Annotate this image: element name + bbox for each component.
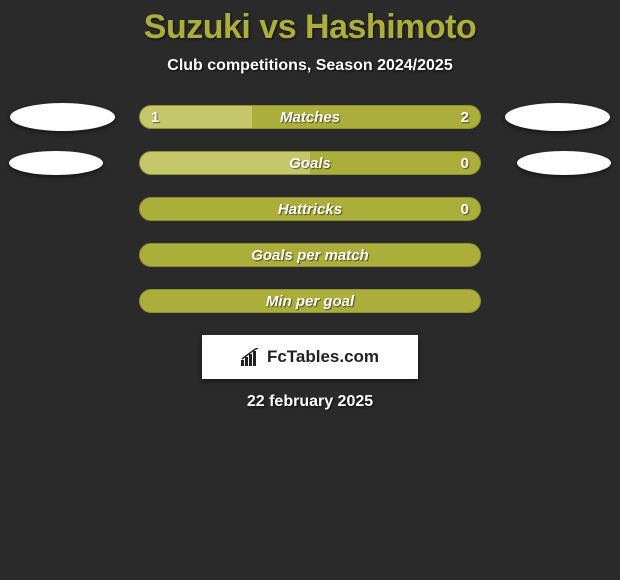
stat-rows: Matches12Goals0Hattricks0Goals per match… <box>0 105 620 313</box>
logo-box: FcTables.com <box>202 335 418 379</box>
bars-icon <box>241 348 263 366</box>
stat-label: Min per goal <box>139 289 481 313</box>
stat-bar: Hattricks0 <box>139 197 481 221</box>
stat-bar: Goals0 <box>139 151 481 175</box>
subtitle: Club competitions, Season 2024/2025 <box>0 57 620 75</box>
stat-label: Goals <box>139 151 481 175</box>
stat-row: Goals per match <box>0 243 620 267</box>
stat-row: Min per goal <box>0 289 620 313</box>
stat-label: Hattricks <box>139 197 481 221</box>
logo-text: FcTables.com <box>267 347 379 367</box>
player-badge-left <box>9 151 103 175</box>
stat-row: Goals0 <box>0 151 620 175</box>
stat-row: Matches1 2 <box>0 105 620 129</box>
player-badge-left <box>10 103 115 131</box>
stat-row: Hattricks0 <box>0 197 620 221</box>
stat-bar: Matches1 2 <box>139 105 481 129</box>
page-title: Suzuki vs Hashimoto <box>0 8 620 47</box>
comparison-infographic: Suzuki vs Hashimoto Club competitions, S… <box>0 0 620 411</box>
stat-label: Goals per match <box>139 243 481 267</box>
stat-value-right: 2 <box>461 105 469 129</box>
player-badge-right <box>517 151 611 175</box>
stat-label: Matches <box>139 105 481 129</box>
stat-bar: Min per goal <box>139 289 481 313</box>
date-label: 22 february 2025 <box>0 393 620 411</box>
stat-bar: Goals per match <box>139 243 481 267</box>
stat-value-right: 0 <box>461 197 469 221</box>
logo: FcTables.com <box>241 347 379 367</box>
stat-value-left: 1 <box>151 105 159 129</box>
stat-value-right: 0 <box>461 151 469 175</box>
player-badge-right <box>505 103 610 131</box>
